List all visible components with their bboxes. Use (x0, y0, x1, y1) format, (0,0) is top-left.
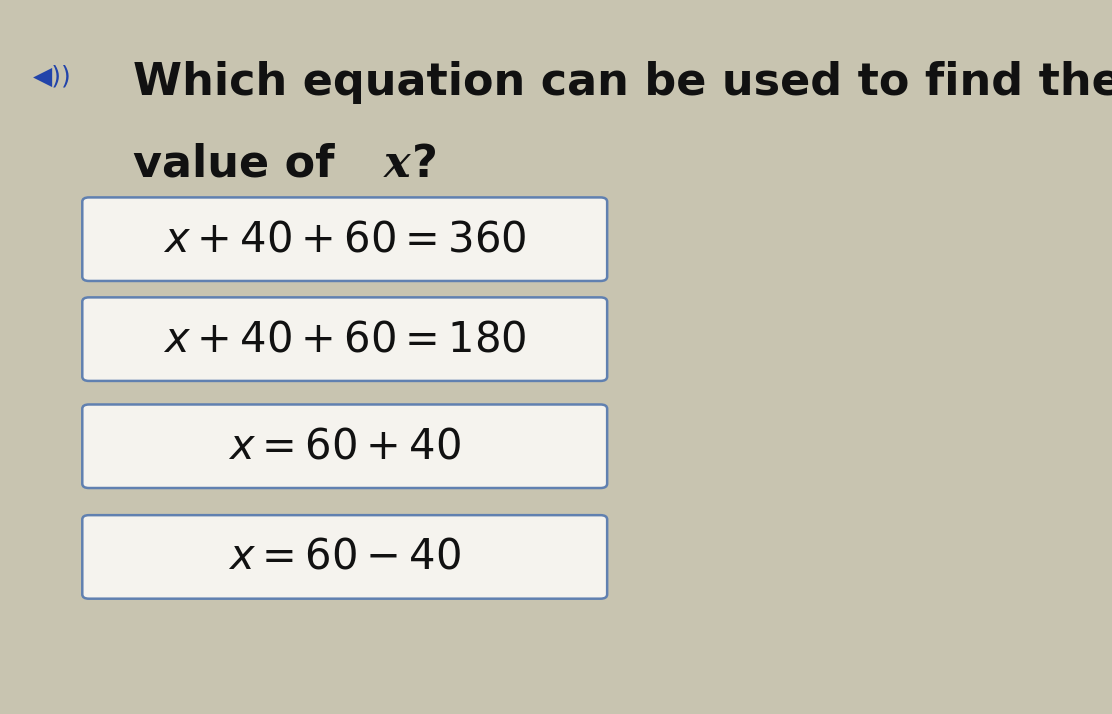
FancyBboxPatch shape (82, 297, 607, 381)
Text: Which equation can be used to find the: Which equation can be used to find the (133, 61, 1112, 104)
Text: x: x (384, 143, 410, 186)
Text: value of: value of (133, 143, 350, 186)
Text: $\mathit{x} = 60 + 40$: $\mathit{x} = 60 + 40$ (228, 426, 461, 467)
Text: $\mathit{x} + 40 + 60 = 180$: $\mathit{x} + 40 + 60 = 180$ (162, 318, 527, 360)
FancyBboxPatch shape (82, 516, 607, 598)
FancyBboxPatch shape (82, 197, 607, 281)
Text: ◀)): ◀)) (33, 64, 72, 89)
Text: ?: ? (411, 143, 437, 186)
FancyBboxPatch shape (82, 404, 607, 488)
Text: $\mathit{x} = 60 - 40$: $\mathit{x} = 60 - 40$ (228, 536, 461, 578)
Text: $\mathit{x} + 40 + 60 = 360$: $\mathit{x} + 40 + 60 = 360$ (162, 218, 527, 260)
